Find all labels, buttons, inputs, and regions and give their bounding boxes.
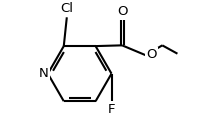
Text: O: O — [117, 5, 127, 18]
Text: Cl: Cl — [60, 2, 73, 15]
Text: F: F — [108, 103, 115, 116]
Text: N: N — [39, 67, 48, 80]
Text: O: O — [147, 48, 157, 61]
